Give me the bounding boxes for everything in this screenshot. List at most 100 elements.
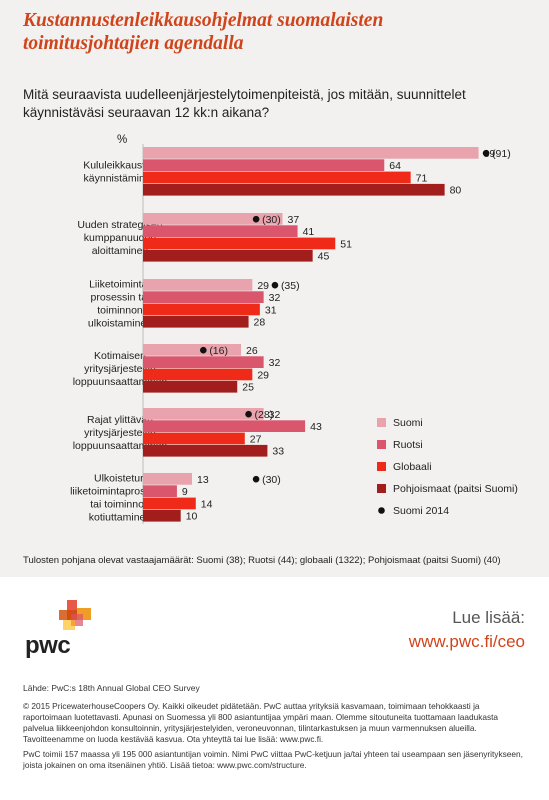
- legend-swatch: [377, 484, 386, 493]
- bar-value-label: 71: [416, 172, 428, 184]
- bar-value-label: 80: [450, 185, 462, 197]
- bar: [143, 303, 260, 316]
- bar: [143, 509, 181, 522]
- bar: [143, 147, 479, 159]
- bar: [143, 213, 283, 225]
- marker-label: (91): [492, 148, 511, 160]
- bar-value-label: 10: [186, 511, 198, 523]
- bar-value-label: 27: [250, 433, 262, 445]
- bar: [143, 225, 298, 237]
- bar: [143, 420, 306, 432]
- marker-point: [200, 346, 207, 354]
- bar: [143, 485, 177, 497]
- bar-value-label: 43: [310, 421, 322, 433]
- marker-point: [482, 149, 490, 157]
- unit-label: %: [117, 134, 127, 146]
- category-label: kotiuttaminen: [89, 512, 152, 524]
- bar: [143, 344, 242, 356]
- category-label: ulkoistaminen: [88, 318, 152, 330]
- bar-value-label: 45: [318, 251, 330, 263]
- legend-label: Suomi: [393, 417, 423, 429]
- category-label: kumppanuuden: [84, 232, 157, 244]
- bar: [143, 497, 196, 510]
- legend-marker: [378, 507, 385, 514]
- pwc-wordmark: pwc: [25, 632, 71, 659]
- bar-value-label: 37: [287, 214, 299, 226]
- bar-value-label: 51: [340, 238, 352, 250]
- category-label: käynnistäminen: [84, 173, 157, 185]
- bar-value-label: 32: [269, 292, 281, 304]
- legal-paragraph-2: PwC toimii 157 maassa yli 195 000 asiant…: [23, 749, 523, 770]
- pwc-logo-icon: [59, 600, 91, 630]
- chart-panel: [0, 0, 549, 577]
- bar-value-label: 9: [182, 486, 188, 498]
- marker-label: (30): [262, 214, 281, 226]
- category-label: aloittaminen: [92, 245, 149, 257]
- bar: [143, 368, 253, 381]
- bar-value-label: 41: [303, 226, 315, 238]
- category-label: yritysjärjestelyn: [84, 363, 156, 375]
- bar: [143, 279, 253, 291]
- legal-paragraph-1: © 2015 PricewaterhouseCoopers Oy. Kaikki…: [23, 701, 499, 744]
- category-label: Ulkoistetun: [94, 473, 146, 485]
- marker-point: [252, 215, 260, 223]
- legend-swatch: [377, 462, 386, 471]
- bar-value-label: 89: [484, 148, 496, 160]
- category-label: Rajat ylittävän: [87, 414, 153, 426]
- marker-point: [271, 281, 279, 289]
- marker-label: (30): [262, 474, 281, 486]
- legend-label: Suomi 2014: [393, 505, 449, 517]
- bar-value-label: 29: [257, 280, 269, 292]
- learn-more: Lue lisää: www.pwc.fi/ceo: [409, 606, 525, 654]
- bar: [143, 408, 264, 420]
- marker-label: (35): [281, 280, 300, 292]
- bar: [143, 432, 245, 445]
- bar: [143, 473, 193, 485]
- source-note: Lähde: PwC:s 18th Annual Global CEO Surv…: [23, 683, 200, 693]
- page-title: Kustannustenleikkausohjelmat suomalaiste…: [23, 10, 384, 54]
- bar: [143, 183, 445, 196]
- bar-value-label: 64: [389, 160, 401, 172]
- marker-point: [252, 475, 260, 483]
- bar: [143, 291, 264, 303]
- legend-label: Ruotsi: [393, 439, 423, 451]
- bar: [143, 356, 264, 368]
- category-label: toiminnon: [97, 305, 143, 317]
- bar: [143, 159, 385, 171]
- bar-value-label: 29: [257, 369, 269, 381]
- bar: [143, 444, 268, 457]
- bar-value-label: 31: [265, 304, 277, 316]
- bar-value-label: 32: [269, 357, 281, 369]
- marker-label: (28): [255, 409, 274, 421]
- category-label: prosessin tai: [91, 292, 150, 304]
- bar-value-label: 14: [201, 498, 213, 510]
- bar: [143, 237, 336, 250]
- category-label: Liiketoiminta-: [89, 279, 151, 291]
- category-label: yritysjärjestelyn: [84, 427, 156, 439]
- learn-more-label: Lue lisää:: [452, 608, 525, 627]
- bar: [143, 249, 313, 262]
- bar-value-label: 26: [246, 345, 258, 357]
- survey-question: Mitä seuraavista uudelleenjärjestelytoim…: [23, 87, 466, 120]
- category-label: Kotimaisen: [94, 350, 146, 362]
- marker-label: (16): [209, 345, 228, 357]
- legend-label: Globaali: [393, 461, 432, 473]
- respondent-footnote: Tulosten pohjana olevat vastaajamäärät: …: [23, 555, 501, 566]
- category-label: Uuden strategisen: [77, 219, 162, 231]
- bar-value-label: 25: [242, 382, 254, 394]
- category-label: Kululeikkausten: [83, 160, 157, 172]
- legal-text: © 2015 PricewaterhouseCoopers Oy. Kaikki…: [23, 701, 529, 775]
- bar-value-label: 28: [254, 317, 266, 329]
- bar: [143, 315, 249, 328]
- category-label: tai toiminnon: [90, 499, 150, 511]
- bar: [143, 171, 411, 184]
- legend-label: Pohjoismaat (paitsi Suomi): [393, 483, 518, 495]
- legend-swatch: [377, 440, 386, 449]
- bar: [143, 380, 238, 393]
- bar-value-label: 13: [197, 474, 209, 486]
- legend-swatch: [377, 418, 386, 427]
- bar-value-label: 32: [269, 409, 281, 421]
- marker-point: [245, 410, 252, 418]
- learn-more-link[interactable]: www.pwc.fi/ceo: [408, 632, 525, 651]
